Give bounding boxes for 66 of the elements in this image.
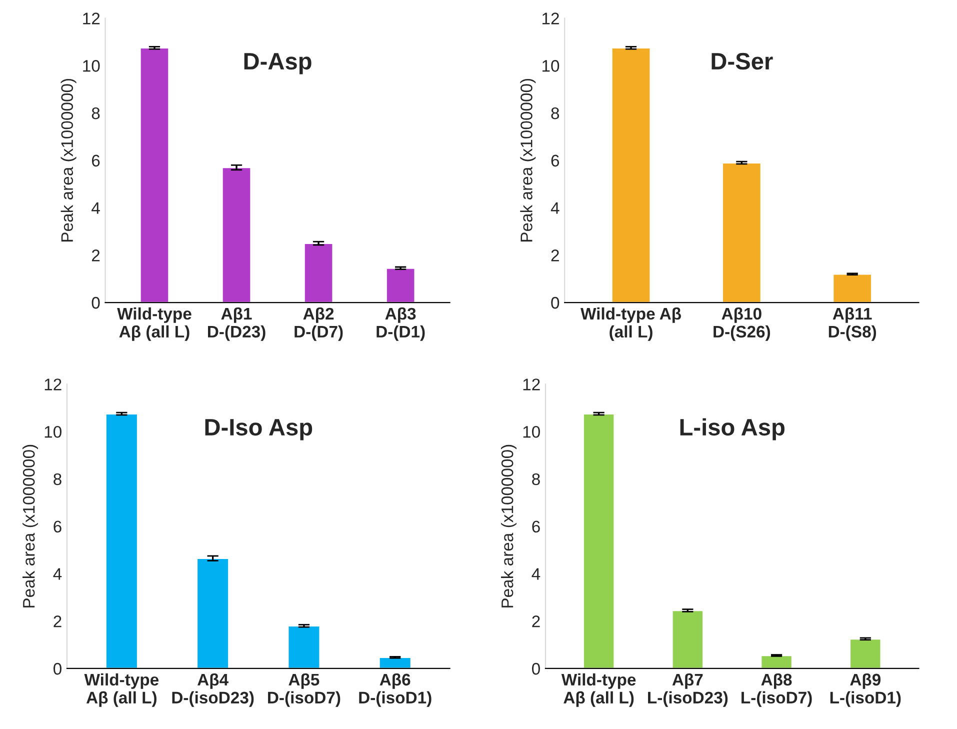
bar <box>139 47 170 303</box>
text: D-Asp <box>244 53 312 74</box>
y-tick-label: 4 <box>550 202 560 214</box>
x-tick-label: Aβ4 D-(isoD23) <box>172 673 254 707</box>
y-tick-label: 4 <box>92 202 100 214</box>
y-tick-label: 0 <box>92 296 100 309</box>
text: D-Iso Asp <box>205 419 312 440</box>
text: L-iso Asp <box>680 418 784 440</box>
y-tick-label: 6 <box>532 520 540 533</box>
x-tick-label: Aβ6 D-(isoD1) <box>359 673 432 707</box>
y-tick-label: 2 <box>92 250 100 262</box>
x-tick-label: Aβ9 L-(isoD1) <box>830 673 901 707</box>
y-tick-label: 12 <box>44 378 62 390</box>
x-tick-label: Aβ7 L-(isoD23) <box>648 673 728 707</box>
y-tick-label: 2 <box>532 616 540 628</box>
y-axis-title: Peak area (x1000000) <box>501 444 517 608</box>
y-axis-title: Peak area (x1000000) <box>60 78 76 242</box>
y-tick-label: 4 <box>53 568 62 580</box>
x-tick-label: Aβ3 D-(D1) <box>376 307 425 341</box>
y-tick-label: 6 <box>92 154 100 167</box>
text: D-Ser <box>712 52 773 70</box>
y-tick-label: 8 <box>551 107 560 120</box>
y-tick-label: 4 <box>532 568 540 580</box>
y-tick-label: 12 <box>542 12 559 24</box>
y-tick-label: 0 <box>532 662 540 675</box>
y-tick-label: 0 <box>54 662 62 675</box>
bar <box>287 625 321 668</box>
x-tick-label: Aβ5 D-(isoD7) <box>268 673 340 707</box>
bar <box>849 638 882 668</box>
x-tick-label: Wild-type Aβ (all L) <box>117 307 192 341</box>
x-tick-label: Aβ11 D-(S8) <box>828 307 876 341</box>
y-tick-label: 8 <box>54 473 62 486</box>
bar <box>760 654 793 668</box>
bar <box>582 413 616 668</box>
x-tick-label: Wild-type Aβ (all L) <box>561 673 636 707</box>
x-tick-label: Wild-type Aβ (all L) <box>580 307 681 341</box>
bar <box>105 413 138 668</box>
x-tick-label: Wild-type Aβ (all L) <box>84 673 159 707</box>
bar <box>832 273 872 303</box>
y-tick-label: 12 <box>83 12 100 24</box>
bar <box>610 47 652 303</box>
y-tick-label: 0 <box>551 296 560 309</box>
bar <box>303 242 334 303</box>
bar <box>378 656 412 668</box>
bar <box>221 166 252 303</box>
y-tick-label: 10 <box>542 60 560 72</box>
bar <box>722 162 762 303</box>
y-tick-label: 12 <box>523 378 540 390</box>
x-tick-label: Aβ10 D-(S26) <box>714 307 770 341</box>
y-axis-title: Peak area (x1000000) <box>22 444 38 608</box>
bar <box>196 558 230 668</box>
x-tick-label: Aβ8 L-(isoD7) <box>742 673 812 707</box>
x-tick-label: Aβ2 D-(D7) <box>294 307 343 341</box>
y-tick-label: 10 <box>44 426 62 438</box>
y-tick-label: 2 <box>54 616 62 628</box>
bar <box>386 267 416 303</box>
y-tick-label: 2 <box>551 250 559 262</box>
y-tick-label: 8 <box>92 107 100 120</box>
y-tick-label: 10 <box>523 426 540 438</box>
y-tick-label: 6 <box>551 154 560 167</box>
y-tick-label: 6 <box>54 520 62 533</box>
x-tick-label: Aβ1 D-(D23) <box>208 307 266 341</box>
bar <box>671 610 704 668</box>
y-tick-label: 8 <box>532 473 540 486</box>
y-axis-title: Peak area (x1000000) <box>520 78 536 242</box>
y-tick-label: 10 <box>83 60 100 72</box>
